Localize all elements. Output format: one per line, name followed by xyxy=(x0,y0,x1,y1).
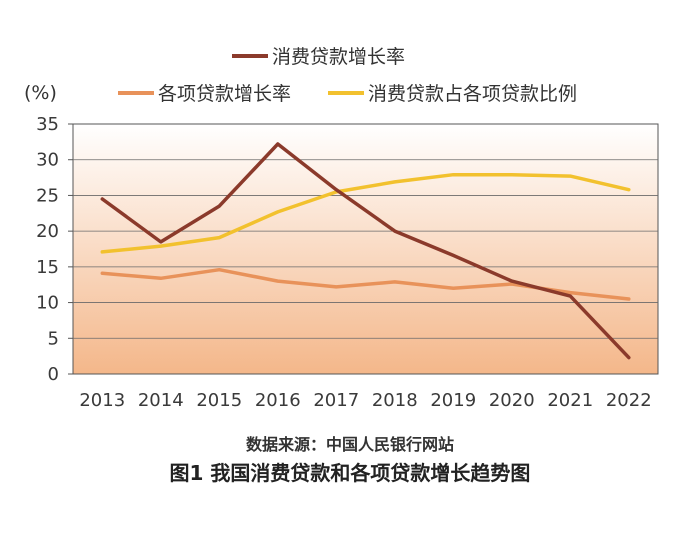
x-tick-label: 2020 xyxy=(489,390,535,411)
y-tick-label: 0 xyxy=(48,364,59,385)
x-tick-label: 2016 xyxy=(255,390,301,411)
y-tick-label: 20 xyxy=(36,221,59,242)
series-lines xyxy=(100,142,631,360)
legend-item-consumer-loan-share: 消费贷款占各项贷款比例 xyxy=(328,83,577,105)
plot-area xyxy=(72,123,659,375)
y-tick-label: 5 xyxy=(48,328,59,349)
legend-item-total-loan-growth: 各项贷款增长率 xyxy=(118,83,291,105)
y-axis-ticks: 0 5 10 15 20 25 30 35 xyxy=(36,114,73,385)
x-tick-label: 2015 xyxy=(196,390,242,411)
figure-caption: 图1 我国消费贷款和各项贷款增长趋势图 xyxy=(170,461,531,485)
x-tick-label: 2018 xyxy=(372,390,418,411)
x-tick-label: 2021 xyxy=(547,390,593,411)
x-axis-ticks: 2013 2014 2015 2016 2017 2018 2019 2020 2021 2022 xyxy=(79,390,651,411)
y-tick-label: 25 xyxy=(36,185,59,206)
y-tick-label: 10 xyxy=(36,293,59,314)
y-tick-label: 30 xyxy=(36,150,59,171)
x-tick-label: 2014 xyxy=(138,390,184,411)
x-tick-label: 2013 xyxy=(79,390,125,411)
series-line-0 xyxy=(100,142,631,360)
series-line-2 xyxy=(100,172,631,254)
x-tick-label: 2022 xyxy=(606,390,652,411)
y-tick-label: 35 xyxy=(36,114,59,135)
x-tick-label: 2019 xyxy=(430,390,476,411)
y-tick-label: 15 xyxy=(36,257,59,278)
legend-label: 消费贷款增长率 xyxy=(272,46,405,68)
legend-label: 各项贷款增长率 xyxy=(158,83,291,105)
x-tick-label: 2017 xyxy=(313,390,359,411)
source-note: 数据来源：中国人民银行网站 xyxy=(246,435,454,454)
gridlines xyxy=(73,159,658,339)
legend-item-consumer-loan-growth: 消费贷款增长率 xyxy=(232,46,405,68)
legend-label: 消费贷款占各项贷款比例 xyxy=(368,83,577,105)
y-unit-label: (%) xyxy=(24,82,57,104)
